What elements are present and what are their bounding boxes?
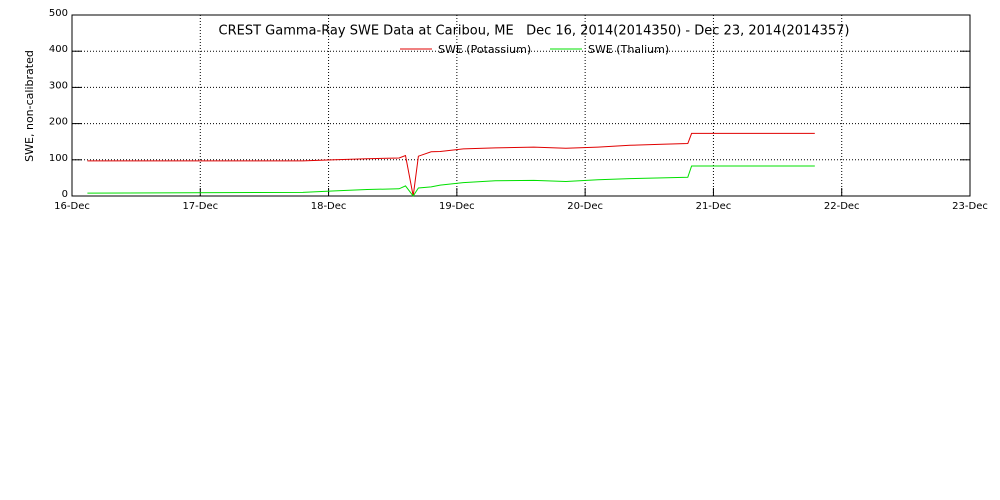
y-tick-label: 200 (49, 117, 68, 128)
y-tick-label: 100 (49, 153, 68, 164)
legend-label: SWE (Potassium) (438, 43, 531, 56)
y-tick-label: 500 (49, 8, 68, 19)
y-tick-label: 300 (49, 80, 68, 91)
x-tick-label: 17-Dec (182, 201, 218, 212)
data-line (87, 165, 815, 197)
data-line (87, 132, 815, 197)
y-axis-label: SWE, non-calibrated (23, 50, 36, 162)
x-tick-label: 21-Dec (696, 201, 732, 212)
y-tick-label: 400 (49, 44, 68, 55)
x-tick-label: 23-Dec (952, 201, 988, 212)
legend-label: SWE (Thalium) (588, 43, 669, 56)
x-tick-label: 18-Dec (311, 201, 347, 212)
y-tick-label: 0 (62, 189, 68, 200)
x-tick-label: 16-Dec (54, 201, 90, 212)
chart-title: CREST Gamma-Ray SWE Data at Caribou, ME … (219, 24, 850, 39)
x-tick-label: 20-Dec (567, 201, 603, 212)
x-tick-label: 19-Dec (439, 201, 475, 212)
x-tick-label: 22-Dec (824, 201, 860, 212)
